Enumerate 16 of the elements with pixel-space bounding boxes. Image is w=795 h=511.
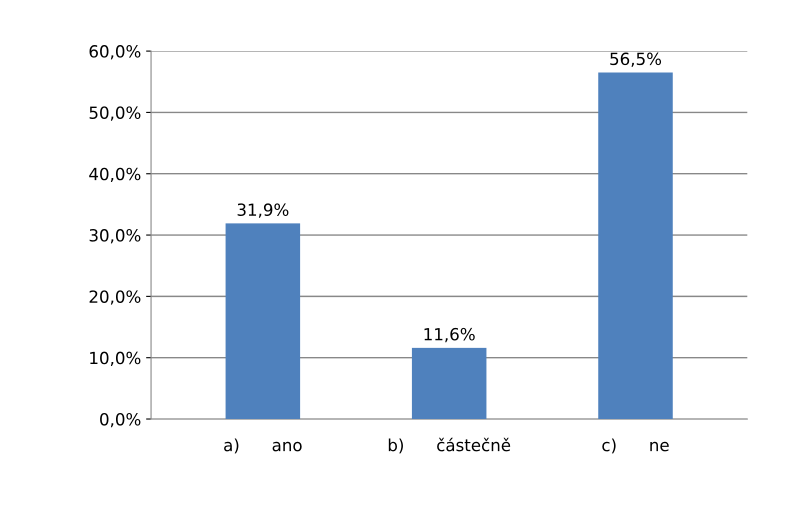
y-tick-label: 0,0% (100, 412, 140, 428)
y-tick-label: 30,0% (90, 229, 140, 244)
y-tick-label: 50,0% (90, 106, 140, 121)
x-tick-label: a) ano (224, 438, 302, 454)
y-tick-label: 10,0% (90, 352, 140, 366)
x-tick-label: b) částečně (388, 438, 510, 454)
data-label: 11,6% (424, 328, 475, 342)
x-tick-label: c) ne (602, 438, 669, 454)
bar (226, 223, 300, 420)
data-label: 56,5% (610, 52, 662, 67)
y-tick-label: 40,0% (89, 168, 140, 182)
bar (598, 72, 673, 420)
bar (412, 348, 486, 420)
y-tick-label: 60,0% (90, 45, 140, 60)
y-tick-label: 20,0% (90, 290, 140, 305)
data-label: 31,9% (238, 203, 288, 218)
